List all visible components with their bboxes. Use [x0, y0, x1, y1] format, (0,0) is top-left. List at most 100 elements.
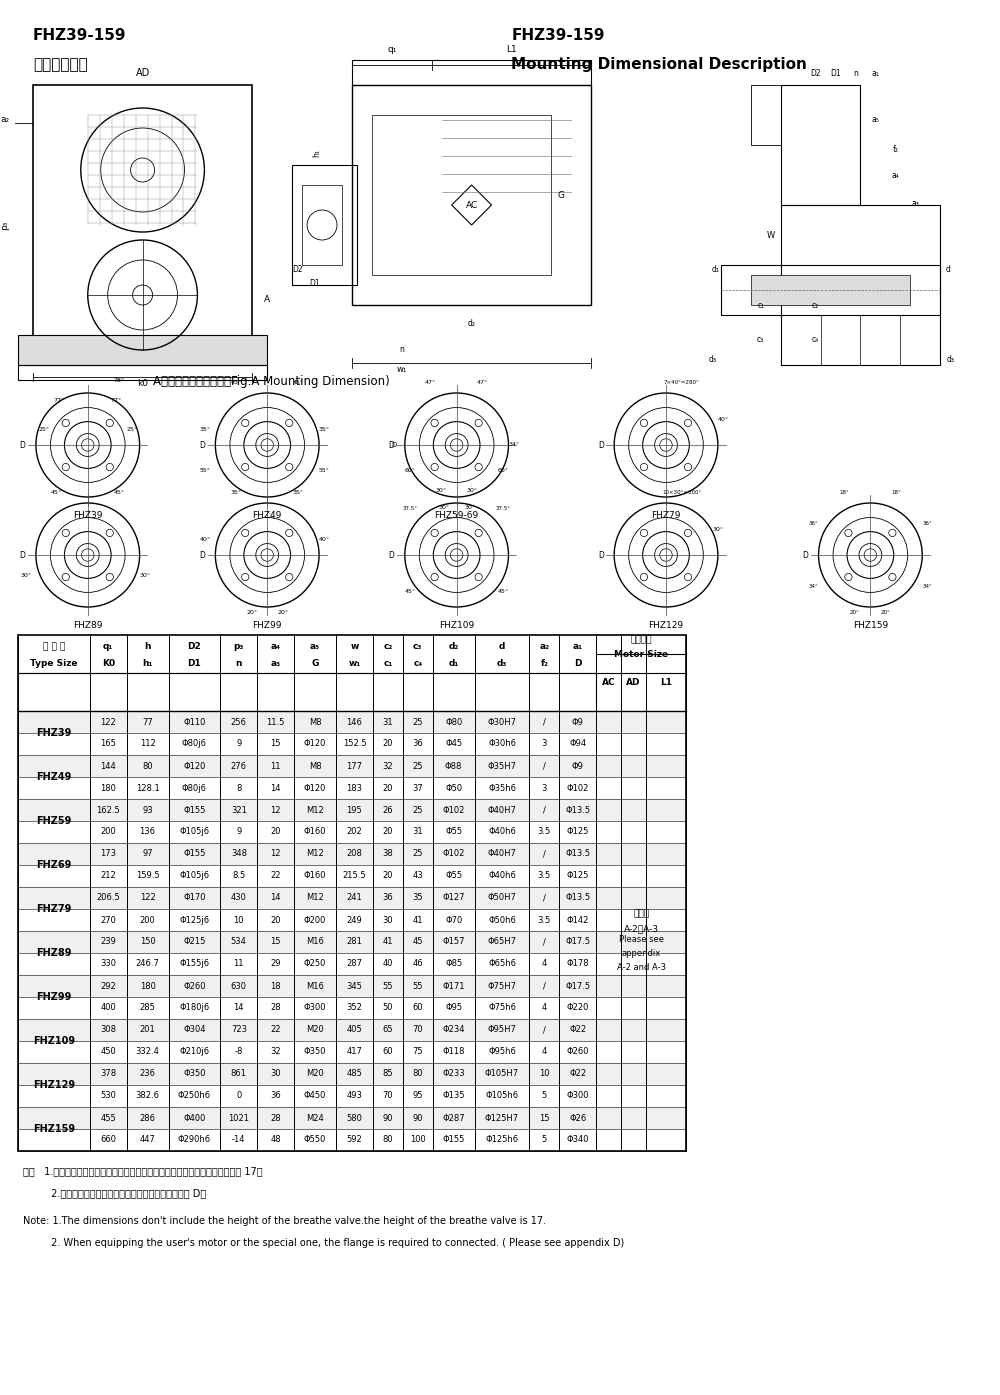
Text: 195: 195	[347, 805, 362, 815]
Text: Φ65h6: Φ65h6	[488, 960, 516, 968]
Text: K0: K0	[102, 658, 115, 668]
Text: L1: L1	[660, 678, 672, 686]
Text: 45°: 45°	[51, 490, 62, 495]
Text: 47°: 47°	[425, 379, 436, 385]
Text: 9: 9	[236, 827, 241, 837]
Text: 60°: 60°	[405, 469, 415, 473]
Text: D: D	[598, 441, 604, 449]
Text: D: D	[802, 551, 808, 559]
Bar	[292, 165, 357, 285]
Text: Φ95H7: Φ95H7	[488, 1025, 516, 1035]
Text: Φ340: Φ340	[567, 1136, 589, 1144]
Text: W: W	[767, 230, 775, 240]
Text: 30°: 30°	[20, 573, 31, 579]
Text: w₁: w₁	[348, 658, 361, 668]
Text: /: /	[543, 937, 546, 946]
Text: FHZ109: FHZ109	[33, 1036, 75, 1046]
Text: M20: M20	[306, 1070, 324, 1078]
Text: p₃: p₃	[1, 220, 10, 230]
Text: h₁: h₁	[313, 149, 322, 158]
Text: 机 型 号: 机 型 号	[43, 642, 65, 651]
Text: 30°: 30°	[436, 487, 447, 492]
Text: 35: 35	[412, 894, 423, 903]
Text: Φ118: Φ118	[442, 1048, 465, 1056]
Text: Φ102: Φ102	[442, 850, 465, 858]
Text: Φ17.5: Φ17.5	[565, 937, 590, 946]
Text: Φ234: Φ234	[442, 1025, 465, 1035]
Text: Φ50h6: Φ50h6	[488, 915, 516, 925]
Text: 7×40°=280°: 7×40°=280°	[664, 379, 699, 385]
Text: a₃: a₃	[911, 198, 919, 208]
Text: M8: M8	[309, 717, 321, 727]
Text: FHZ159: FHZ159	[853, 621, 888, 629]
Text: 128.1: 128.1	[136, 784, 159, 792]
Text: a₃: a₃	[271, 658, 281, 668]
Text: Φ94: Φ94	[569, 739, 586, 749]
Text: D: D	[574, 658, 582, 668]
Text: Φ85: Φ85	[445, 960, 462, 968]
Bar	[352, 85, 591, 306]
Text: Type Size: Type Size	[30, 658, 78, 668]
Text: 28: 28	[270, 1113, 281, 1123]
Text: 200: 200	[100, 827, 116, 837]
Text: d₃: d₃	[709, 356, 717, 364]
Text: Φ120: Φ120	[304, 784, 326, 792]
Text: c₁: c₁	[383, 658, 392, 668]
Text: D: D	[20, 441, 26, 449]
Text: 11.5: 11.5	[267, 717, 285, 727]
Text: 212: 212	[100, 872, 116, 880]
Text: 60: 60	[412, 1003, 423, 1013]
Text: Φ35H7: Φ35H7	[488, 762, 517, 770]
Text: 8.5: 8.5	[232, 872, 245, 880]
Text: 20: 20	[383, 784, 393, 792]
Bar	[751, 275, 910, 306]
Text: Φ550: Φ550	[304, 1136, 326, 1144]
Text: 35°: 35°	[293, 490, 304, 495]
Text: D1: D1	[188, 658, 201, 668]
Text: FHZ39: FHZ39	[36, 728, 72, 738]
Text: /: /	[543, 894, 546, 903]
Text: 35°: 35°	[200, 427, 211, 432]
Text: 30°: 30°	[438, 505, 449, 511]
Text: 382.6: 382.6	[136, 1091, 160, 1101]
Text: 100: 100	[410, 1136, 426, 1144]
Text: Φ105j6: Φ105j6	[179, 827, 209, 837]
Text: 36: 36	[412, 739, 423, 749]
Text: Mounting Dimensional Description: Mounting Dimensional Description	[511, 57, 807, 73]
Text: 292: 292	[100, 982, 116, 990]
Text: 180: 180	[100, 784, 116, 792]
Text: 电机尺寸: 电机尺寸	[630, 635, 652, 644]
Bar	[18, 335, 267, 365]
Text: Φ125: Φ125	[567, 827, 589, 837]
Text: Φ287: Φ287	[442, 1113, 465, 1123]
Text: 430: 430	[231, 894, 247, 903]
Text: Φ178: Φ178	[566, 960, 589, 968]
Text: 注：   1.减速机部分的外形尺寸，未包含通气帽的高度尺寸。通气帽的高度尺寸为 17。: 注： 1.减速机部分的外形尺寸，未包含通气帽的高度尺寸。通气帽的高度尺寸为 17…	[23, 1166, 263, 1176]
Text: 0: 0	[236, 1091, 241, 1101]
Text: Φ75H7: Φ75H7	[488, 982, 517, 990]
Text: 25°: 25°	[38, 427, 49, 432]
Bar	[33, 85, 252, 365]
Bar	[372, 114, 551, 275]
Text: M12: M12	[306, 805, 324, 815]
Text: 417: 417	[347, 1048, 362, 1056]
Text: L1: L1	[506, 46, 517, 54]
Text: 80: 80	[142, 762, 153, 770]
Text: 10×30°=300°: 10×30°=300°	[662, 490, 701, 495]
Text: 45°: 45°	[293, 379, 304, 385]
Text: 10: 10	[539, 1070, 550, 1078]
Bar	[352, 60, 591, 85]
Text: Φ65H7: Φ65H7	[488, 937, 517, 946]
Text: w: w	[350, 642, 359, 651]
Text: Φ35h6: Φ35h6	[488, 784, 516, 792]
Text: 25: 25	[413, 717, 423, 727]
Text: Φ102: Φ102	[567, 784, 589, 792]
Text: Φ300: Φ300	[567, 1091, 589, 1101]
Text: D2: D2	[292, 265, 302, 275]
Text: 246.7: 246.7	[136, 960, 160, 968]
Text: 93: 93	[142, 805, 153, 815]
Text: A-2和A-3: A-2和A-3	[624, 923, 659, 933]
Text: 447: 447	[140, 1136, 156, 1144]
Text: /: /	[543, 717, 546, 727]
Text: p₃: p₃	[234, 642, 244, 651]
